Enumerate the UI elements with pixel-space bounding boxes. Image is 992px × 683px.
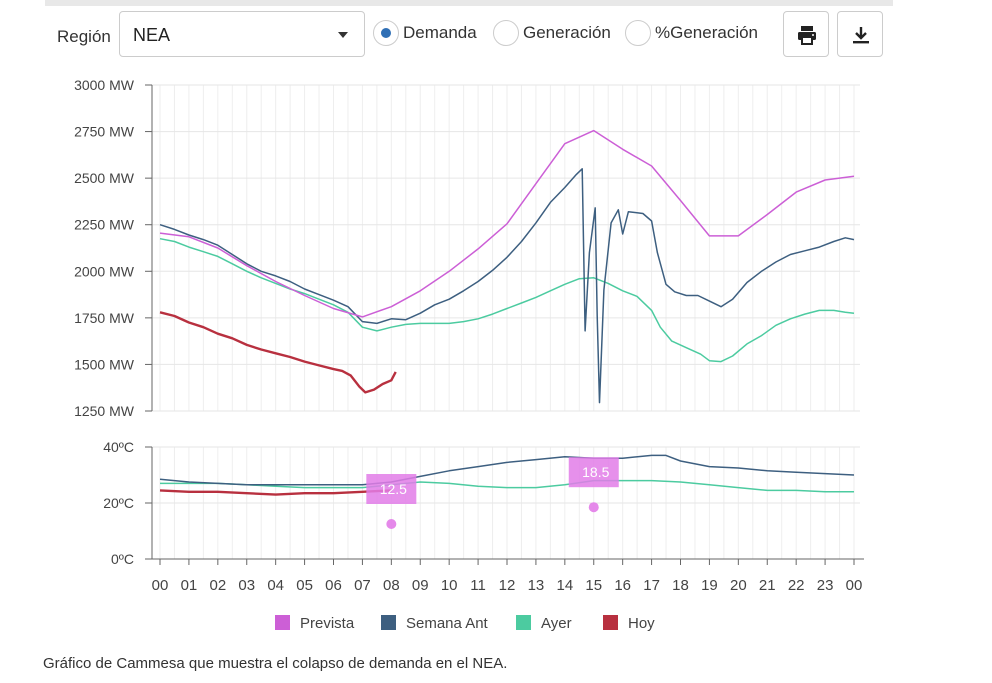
region-label: Región xyxy=(57,27,111,46)
radio-generacion-circle[interactable] xyxy=(493,20,519,46)
x-tick-label: 19 xyxy=(701,577,718,594)
series-line-hoy xyxy=(159,311,397,394)
legend-swatch xyxy=(275,615,290,630)
y-tick-label: 3000 MW xyxy=(74,77,135,93)
y-tick-label: 1750 MW xyxy=(74,310,135,326)
x-tick-label: 06 xyxy=(325,577,342,594)
y-tick-label: 2250 MW xyxy=(74,217,135,233)
temp-line-semana-ant xyxy=(159,454,855,486)
x-tick-label: 20 xyxy=(730,577,747,594)
legend-swatch xyxy=(516,615,531,630)
x-tick-label: 02 xyxy=(209,577,226,594)
legend: Prevista Semana Ant Ayer Hoy xyxy=(275,615,655,632)
caption: Gráfico de Cammesa que muestra el colaps… xyxy=(43,655,508,672)
x-tick-label: 14 xyxy=(556,577,573,594)
temp-point xyxy=(386,519,397,529)
x-tick-label: 04 xyxy=(267,577,284,594)
x-tick-label: 16 xyxy=(614,577,631,594)
series-demand xyxy=(159,129,855,404)
x-tick-label: 21 xyxy=(759,577,776,594)
temp-label-box xyxy=(568,457,619,488)
x-tick-label: 07 xyxy=(354,577,371,594)
temp-point xyxy=(588,502,599,513)
x-tick-label: 01 xyxy=(181,577,198,594)
temp-label: 12.5 xyxy=(380,481,407,497)
x-tick-label: 00 xyxy=(846,577,863,594)
x-tick-label: 03 xyxy=(238,577,255,594)
series-line-semana-ant xyxy=(159,168,855,404)
radio-generacion-label[interactable]: Generación xyxy=(523,23,611,42)
grid-bottom xyxy=(150,446,860,560)
temp-label-box xyxy=(366,474,417,504)
x-tick-label: 09 xyxy=(412,577,429,594)
download-button[interactable] xyxy=(837,11,883,57)
axes: 3000 MW 2750 MW 2500 MW 2250 MW 2000 MW 1750 … xyxy=(74,77,864,594)
demand-chart: 3000 MW 2750 MW 2500 MW 2250 MW 2000 MW 1750 … xyxy=(74,77,864,632)
grid-top xyxy=(150,84,860,412)
x-tick-label: 18 xyxy=(672,577,689,594)
series-line-prevista xyxy=(159,129,855,318)
x-tick-label: 12 xyxy=(499,577,516,594)
x-tick-label: 17 xyxy=(643,577,660,594)
x-tick-label: 10 xyxy=(441,577,458,594)
print-button[interactable] xyxy=(783,11,829,57)
radio-selected-dot xyxy=(381,28,391,38)
temp-line-hoy xyxy=(159,489,392,496)
x-tick-label: 23 xyxy=(817,577,834,594)
radio-demanda-circle[interactable] xyxy=(373,20,399,46)
series-temperature xyxy=(159,454,855,496)
y-tick-label: 1500 MW xyxy=(74,356,135,372)
x-tick-label: 15 xyxy=(585,577,602,594)
region-select[interactable]: NEA xyxy=(119,11,365,57)
chevron-down-icon xyxy=(338,32,348,38)
top-divider xyxy=(45,0,893,6)
series-line-ayer xyxy=(159,237,855,363)
download-icon xyxy=(853,27,869,44)
temperature-annotations: 12.5 18.5 xyxy=(366,457,619,529)
radio-porcentaje-generacion-label[interactable]: %Generación xyxy=(655,23,759,42)
x-tick-label: 05 xyxy=(296,577,313,594)
y-tick-label: 2750 MW xyxy=(74,124,135,140)
y-tick-label: 1250 MW xyxy=(74,403,135,419)
y-tick-label: 0ºC xyxy=(111,551,134,567)
x-tick-label: 13 xyxy=(528,577,545,594)
x-tick-label: 08 xyxy=(383,577,400,594)
toolbar: Región NEA Demanda Generación %Generació… xyxy=(45,0,893,70)
x-tick-label: 22 xyxy=(788,577,805,594)
print-icon xyxy=(798,26,816,45)
temp-line-ayer xyxy=(160,479,854,493)
legend-label: Prevista xyxy=(300,615,355,632)
legend-label: Ayer xyxy=(541,615,572,632)
x-tick-label: 00 xyxy=(152,577,169,594)
y-tick-label: 2000 MW xyxy=(74,263,135,279)
legend-swatch xyxy=(381,615,396,630)
legend-label: Semana Ant xyxy=(406,615,489,632)
radio-porcentaje-generacion-circle[interactable] xyxy=(625,20,651,46)
radio-demanda-label[interactable]: Demanda xyxy=(403,23,477,42)
y-tick-label: 2500 MW xyxy=(74,170,135,186)
legend-swatch xyxy=(603,615,618,630)
x-tick-label: 11 xyxy=(470,577,486,594)
temp-label: 18.5 xyxy=(582,464,609,480)
region-select-value: NEA xyxy=(133,25,171,45)
y-tick-label: 40ºC xyxy=(103,439,134,455)
y-tick-label: 20ºC xyxy=(103,495,134,511)
legend-label: Hoy xyxy=(628,615,655,632)
